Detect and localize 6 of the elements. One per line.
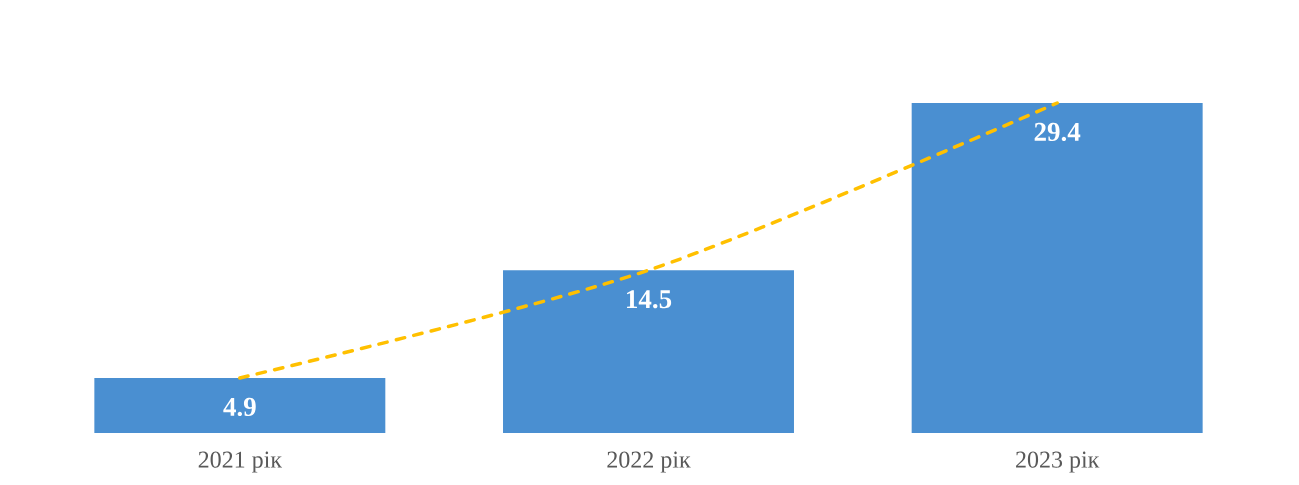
data-label: 14.5 (627, 290, 672, 309)
data-label: 29.4 (1034, 122, 1081, 142)
data-label: 4.9 (223, 397, 256, 417)
x-tick-label: 2022 рік (607, 451, 691, 473)
x-tick-label: 2023 рік (1016, 451, 1100, 473)
x-tick-label: 2021 рік (198, 451, 283, 473)
